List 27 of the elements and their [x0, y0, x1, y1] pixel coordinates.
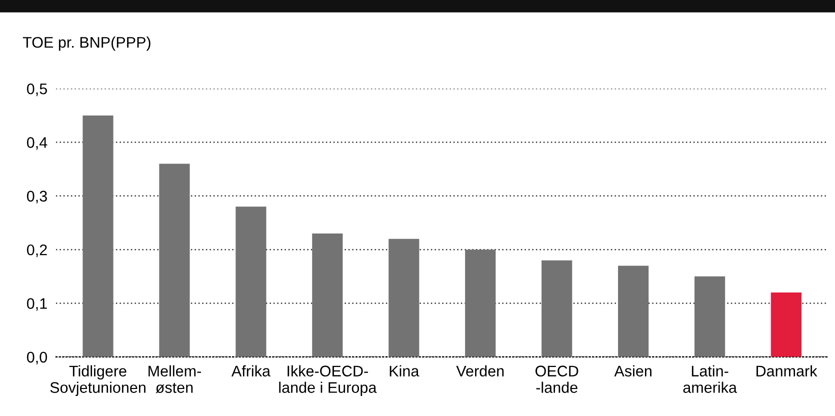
- y-tick-label: 0,3: [26, 190, 47, 204]
- x-tick-label: Verden: [456, 365, 504, 376]
- x-tick-label: Afrika: [231, 365, 270, 376]
- x-tick-label: Kina: [390, 365, 420, 376]
- bar: [770, 292, 802, 357]
- bar: [694, 276, 726, 357]
- y-tick-label: 0,4: [26, 137, 48, 150]
- bar: [618, 266, 649, 357]
- bar: [542, 260, 572, 357]
- bar: [312, 234, 343, 357]
- x-tick-label: Danmark: [756, 365, 818, 376]
- y-axis-title: TOE pr. BNP(PPP): [22, 36, 150, 51]
- y-tick-label: 0,1: [26, 298, 47, 311]
- x-tick-label: Ikke-OECD- lande i Europa: [279, 365, 377, 396]
- y-tick-label: 0,2: [26, 244, 47, 258]
- bar: [465, 250, 496, 357]
- bar: [236, 206, 266, 357]
- y-tick-label: 0,0: [26, 352, 48, 364]
- bar: [82, 115, 114, 357]
- x-tick-label: Asien: [614, 365, 652, 376]
- x-tick-label: Tidligere Sovjetunionen: [50, 365, 146, 396]
- x-tick-label: OECD -lande: [535, 366, 578, 393]
- bar: [388, 238, 420, 357]
- bar: [159, 164, 190, 357]
- x-tick-label: Latin- amerika: [683, 365, 737, 393]
- x-tick-label: Mellem- østen: [148, 365, 201, 394]
- y-tick-label: 0,5: [26, 83, 47, 96]
